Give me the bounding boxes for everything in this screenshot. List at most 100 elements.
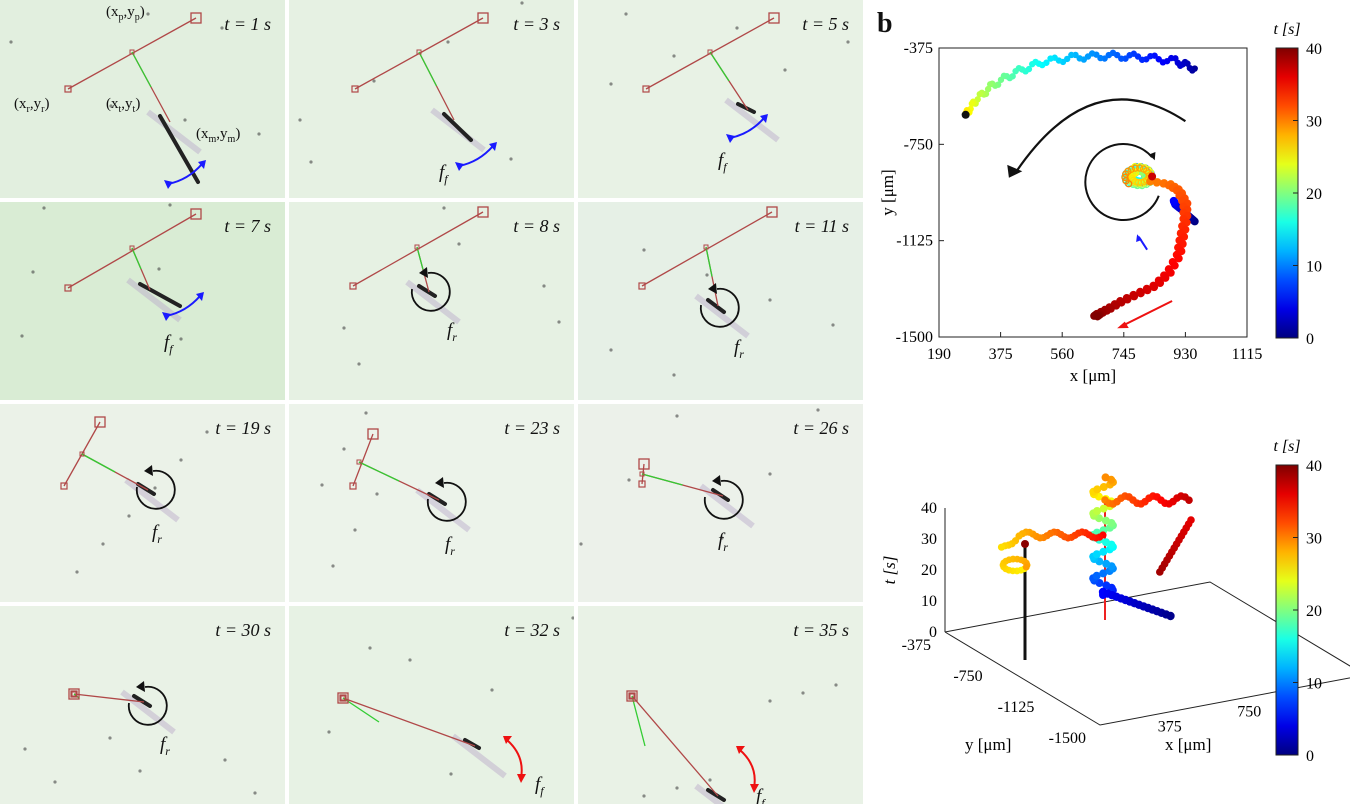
- start-marker: [961, 110, 970, 119]
- x-tick-label-3d: 375: [1158, 719, 1182, 736]
- debris-speck: [571, 616, 574, 620]
- marker-r: [628, 692, 636, 700]
- microrobot-body: [138, 282, 182, 308]
- swing-arrowhead: [164, 180, 173, 189]
- trajectory-3d-plot: 0 10 20 30 40 t [s] -375 -750 -1125 -1500 y [μm] 37…: [880, 438, 1350, 765]
- trajectory-point-3d: [1092, 571, 1101, 580]
- debris-speck: [520, 1, 524, 5]
- time-label: t = 35 s: [793, 620, 849, 640]
- trajectory-point: [968, 100, 976, 107]
- marker-t: [129, 245, 135, 251]
- microrobot-body: [417, 284, 437, 298]
- debris-speck: [183, 118, 187, 122]
- time-label: t = 3 s: [513, 14, 560, 34]
- trajectory-point-3d: [997, 543, 1006, 551]
- debris-speck: [101, 542, 105, 546]
- frame-overlay: [60, 416, 209, 574]
- trajectory-point-3d: [1102, 538, 1111, 547]
- video-frame: t = 32 s ff: [289, 606, 574, 804]
- trajectory-point-3d: [1101, 516, 1110, 525]
- debris-speck: [342, 326, 346, 330]
- time-label: t = 1 s: [224, 14, 271, 34]
- rotation-arrowhead: [136, 681, 145, 692]
- end-marker-3d: [1021, 540, 1029, 548]
- trajectory-point: [1047, 55, 1054, 62]
- force-subscript: r: [452, 329, 457, 344]
- marker-r: [638, 282, 646, 290]
- x-tick-label: 745: [1112, 346, 1136, 363]
- y-tick-label-3d: -1125: [998, 699, 1035, 716]
- time-label: t = 23 s: [504, 418, 560, 438]
- motion-blur-trail: [724, 97, 780, 143]
- end-marker: [1148, 172, 1157, 181]
- debris-speck: [783, 68, 787, 72]
- rotation-arrowhead: [435, 477, 444, 488]
- debris-speck: [672, 373, 676, 377]
- marker-t: [629, 693, 635, 699]
- trajectory-point-3d: [1102, 581, 1111, 590]
- trajectory-point: [976, 90, 983, 98]
- time-label: t = 8 s: [513, 216, 560, 236]
- marker-r: [351, 85, 359, 93]
- x-axis-label-3d: x [μm]: [1165, 735, 1211, 754]
- x-tick-label: 1115: [1232, 346, 1263, 363]
- debris-speck: [23, 747, 27, 751]
- marker-t: [703, 244, 709, 250]
- trajectory-point-3d: [1093, 485, 1102, 494]
- trajectory-point: [1156, 279, 1165, 288]
- debris-speck: [42, 206, 46, 210]
- trajectory-point: [1123, 295, 1132, 304]
- motion-blur-trail: [694, 783, 725, 804]
- tether-line: [131, 247, 142, 270]
- marker-p: [638, 458, 650, 470]
- debris-speck: [675, 414, 679, 418]
- rotation-arrowhead: [144, 465, 153, 476]
- z-tick-label: 20: [921, 562, 937, 579]
- swing-arrowhead: [455, 162, 464, 171]
- debris-speck: [627, 478, 631, 482]
- tether-line: [709, 51, 730, 82]
- marker-t: [414, 244, 420, 250]
- tether-line: [342, 697, 380, 723]
- marker-r: [64, 284, 72, 292]
- frame-overlay: [23, 681, 257, 795]
- marker-p: [626, 690, 638, 702]
- video-frame: t = 26 s fr: [578, 404, 863, 602]
- microrobot-body: [706, 788, 726, 802]
- trajectory-point: [1093, 312, 1102, 321]
- trajectory-point-3d: [1156, 568, 1164, 576]
- debris-speck: [320, 483, 324, 487]
- marker-r: [60, 482, 68, 490]
- debris-speck: [609, 82, 613, 86]
- rotation-arrow: [410, 271, 451, 312]
- rotation-arrowhead: [708, 283, 717, 294]
- trajectory-point: [1174, 254, 1183, 263]
- swing-arrowhead: [198, 160, 206, 169]
- marker-p: [190, 208, 202, 220]
- trajectory-point: [1068, 51, 1075, 59]
- debris-speck: [20, 334, 24, 338]
- debris-speck: [353, 528, 357, 532]
- swing-arrowhead: [517, 774, 526, 783]
- y-tick-label-3d: -375: [902, 637, 931, 654]
- microrobot-body: [463, 738, 481, 750]
- trajectory-point: [1150, 283, 1159, 292]
- trajectory-point-3d: [1099, 483, 1108, 491]
- tether-line: [641, 473, 683, 486]
- trajectory-point: [986, 81, 994, 88]
- marker-p: [94, 416, 106, 428]
- marker-p: [766, 206, 778, 218]
- debris-speck: [446, 40, 450, 44]
- colorbar-label: t [s]: [1273, 438, 1300, 455]
- debris-speck: [509, 157, 513, 161]
- swing-arrow: [506, 739, 523, 779]
- motion-blur-trail: [415, 487, 471, 533]
- colorbar-label: t [s]: [1273, 21, 1300, 38]
- microrobot-body: [442, 112, 473, 142]
- force-subscript: r: [165, 743, 170, 758]
- debris-speck: [327, 730, 331, 734]
- spin-arrowhead: [1148, 152, 1156, 161]
- colorbar-tick-label: 40: [1306, 458, 1322, 475]
- debris-speck: [309, 160, 313, 164]
- debris-speck: [257, 132, 261, 136]
